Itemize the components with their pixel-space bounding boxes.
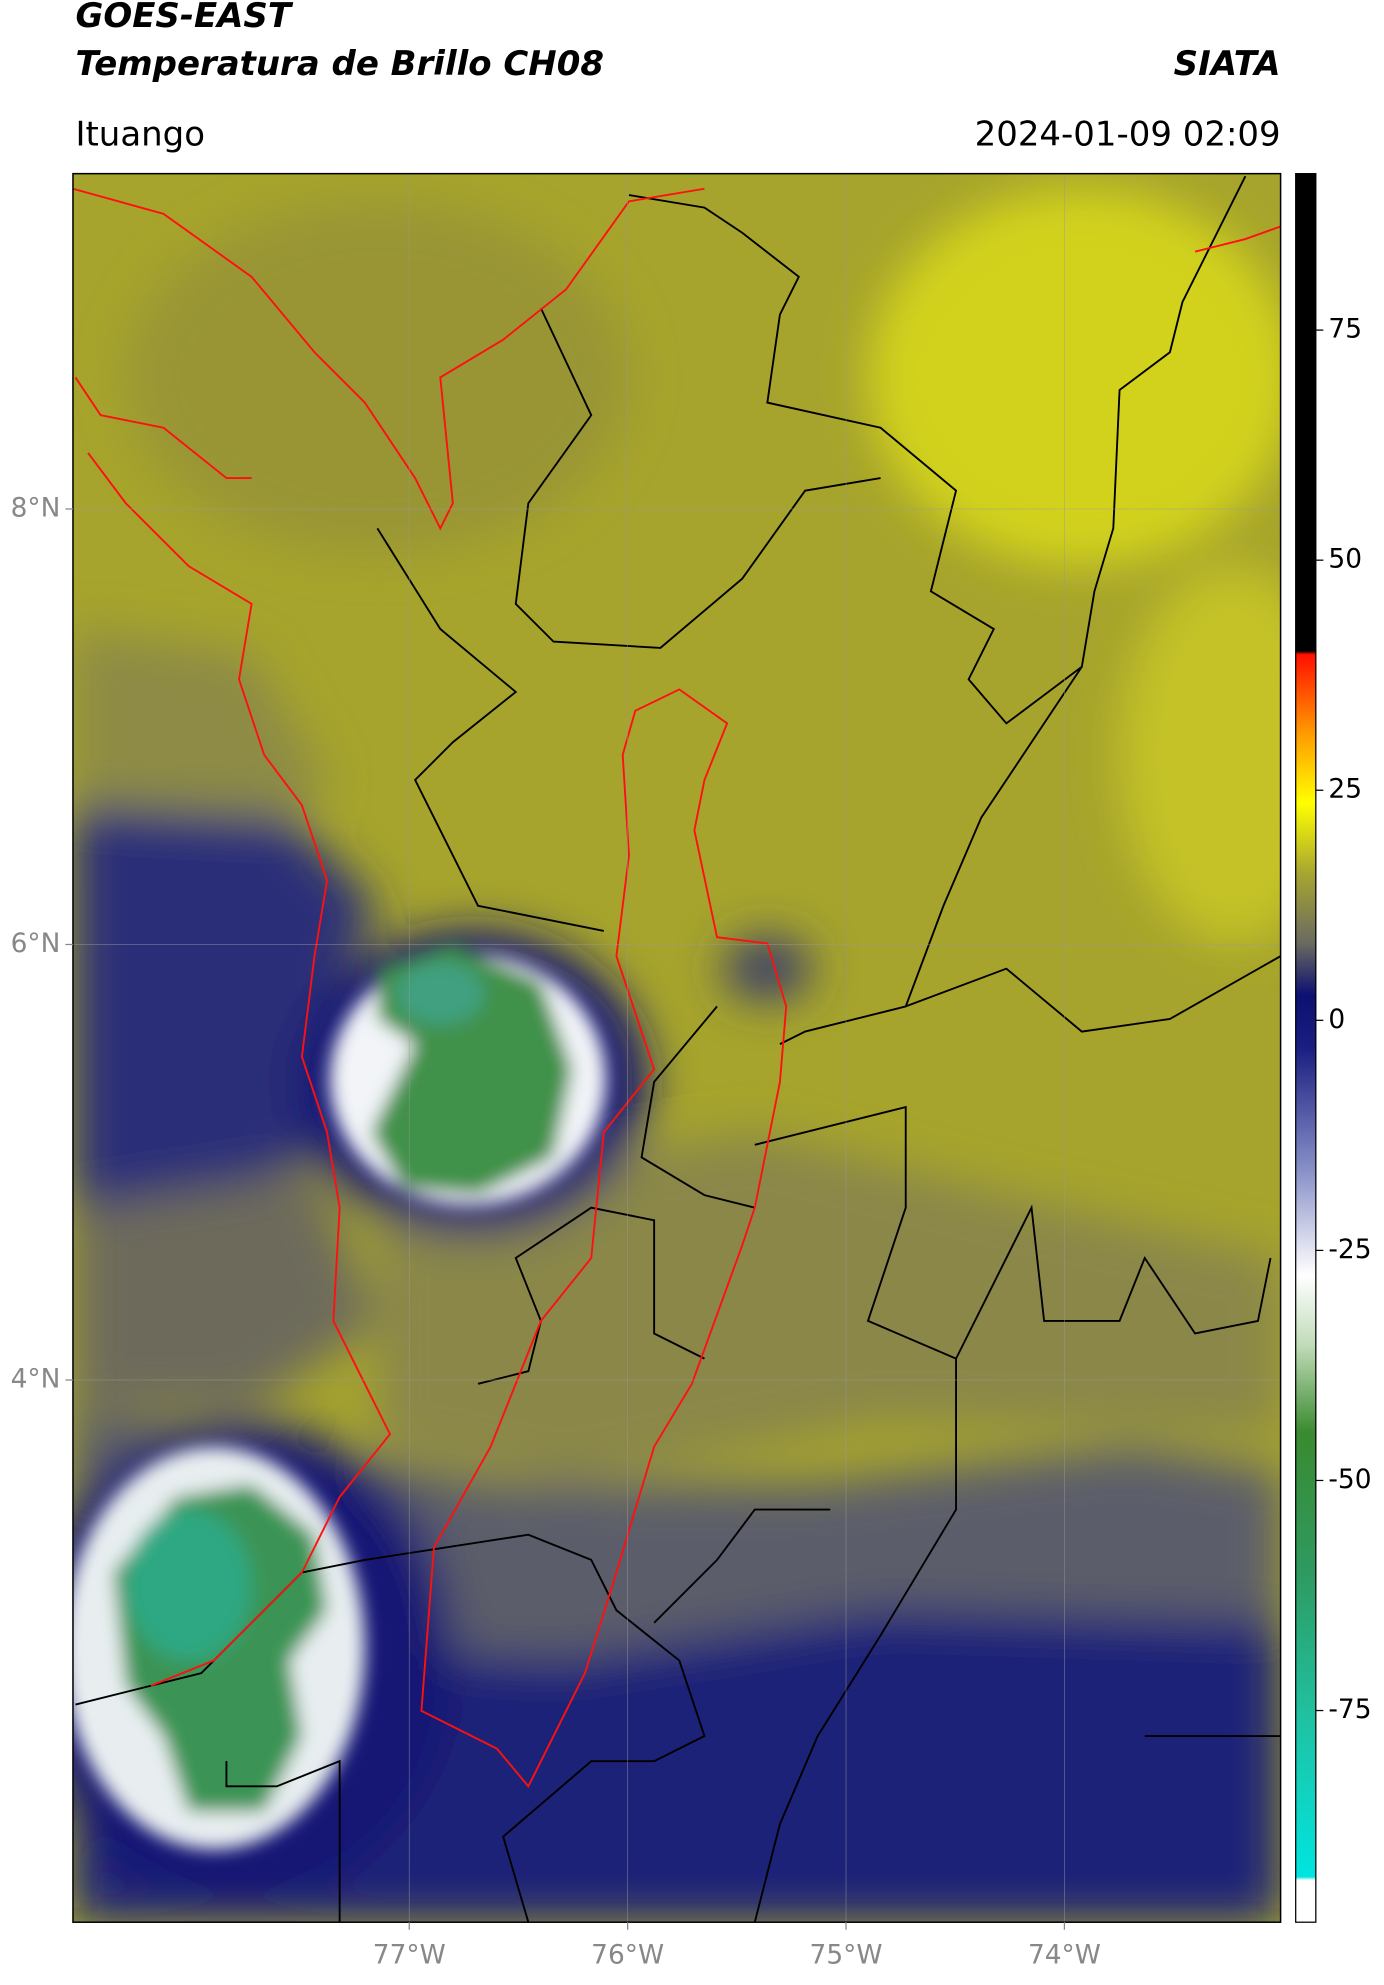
colorbar-tick-label: 0 (1328, 1004, 1345, 1035)
y-tick-label: 4°N (11, 1363, 61, 1394)
colorbar-tick-label: -50 (1328, 1464, 1371, 1495)
colorbar-tick-label: 75 (1328, 314, 1362, 345)
colorbar-tick-label: 25 (1328, 774, 1362, 805)
colorbar-tick-label: -75 (1328, 1694, 1371, 1725)
y-tick-label: 6°N (11, 928, 61, 959)
colorbar-tick-label: 50 (1328, 544, 1362, 575)
subtitle: Temperatura de Brillo CH08 (75, 44, 603, 84)
colorbar (1295, 173, 1317, 1923)
boundaries (75, 175, 1281, 1923)
location: Ituango (75, 114, 205, 154)
borders-red (72, 187, 1281, 1789)
source: SIATA (1174, 44, 1281, 84)
satellite-image (72, 173, 1281, 1923)
map-frame (72, 172, 1282, 1923)
x-tick-label: 74°W (1028, 1940, 1101, 1971)
grid (72, 173, 1281, 1923)
date: 2024-01-09 02:09 (975, 114, 1281, 154)
x-tick-label: 75°W (810, 1940, 883, 1971)
x-tick-label: 77°W (373, 1940, 446, 1971)
y-tick-label: 8°N (11, 492, 61, 523)
title: GOES-EAST (75, 0, 293, 36)
x-tick-label: 76°W (591, 1940, 664, 1971)
colorbar-tick-label: -25 (1328, 1234, 1371, 1265)
